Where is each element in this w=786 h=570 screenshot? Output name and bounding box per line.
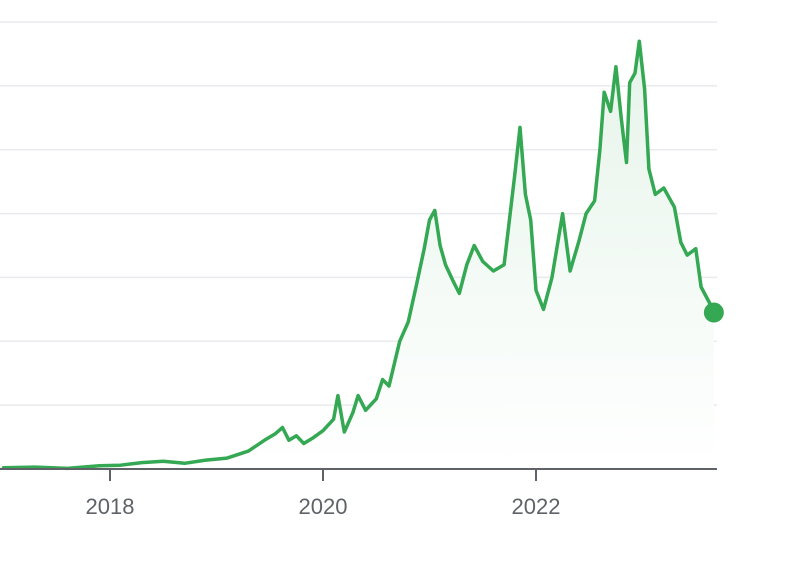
area-fill <box>3 41 714 469</box>
x-tick-label: 2020 <box>299 494 348 519</box>
x-tick-label: 2022 <box>512 494 561 519</box>
series-line <box>1 39 716 471</box>
gridlines <box>0 21 717 406</box>
x-axis-ticks: 2018 2020 2022 <box>86 469 561 519</box>
x-tick-label: 2018 <box>86 494 135 519</box>
current-value-marker <box>703 302 724 323</box>
